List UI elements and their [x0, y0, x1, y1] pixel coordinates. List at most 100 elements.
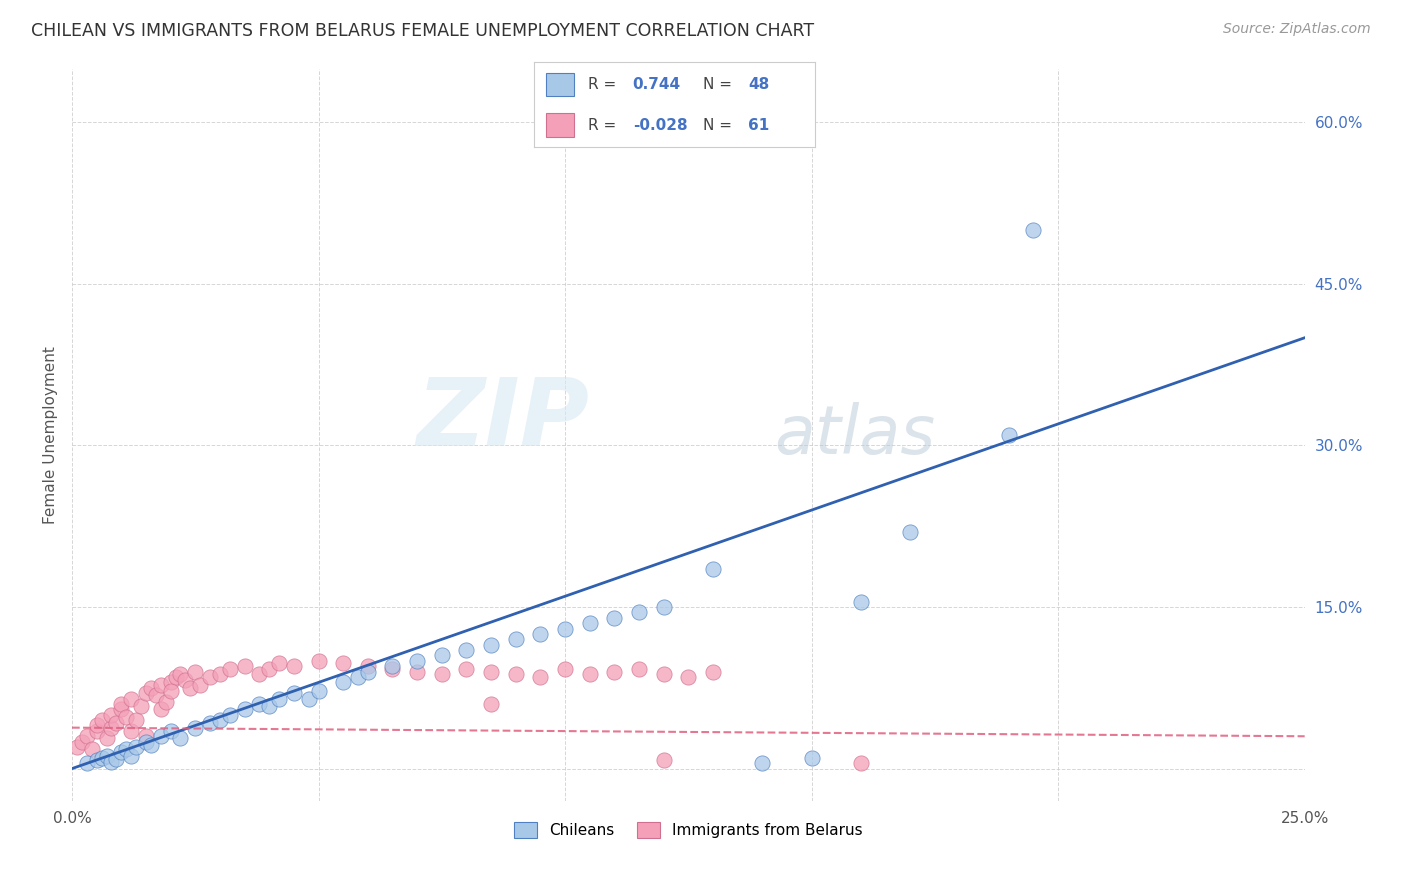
Point: [554, 622, 576, 636]
Text: Source: ZipAtlas.com: Source: ZipAtlas.com: [1223, 22, 1371, 37]
Point: [998, 427, 1021, 442]
Point: [139, 681, 162, 695]
Point: [208, 713, 231, 727]
Point: [269, 691, 291, 706]
Point: [110, 697, 132, 711]
Point: [135, 734, 157, 748]
Point: [174, 673, 197, 688]
Point: [66, 739, 89, 754]
Point: [849, 756, 872, 771]
Point: [406, 654, 429, 668]
Point: [628, 663, 651, 677]
Point: [218, 707, 240, 722]
Point: [139, 738, 162, 752]
Point: [179, 681, 201, 695]
Point: [283, 659, 305, 673]
Point: [135, 729, 157, 743]
Bar: [546, 113, 574, 137]
Point: [430, 648, 453, 663]
Text: R =: R =: [588, 118, 616, 133]
Point: [135, 686, 157, 700]
Point: [628, 606, 651, 620]
Text: 0.744: 0.744: [633, 77, 681, 92]
Point: [652, 753, 675, 767]
Point: [283, 686, 305, 700]
Point: [129, 699, 152, 714]
Point: [456, 663, 478, 677]
Point: [110, 746, 132, 760]
Text: atlas: atlas: [775, 401, 936, 467]
Point: [198, 716, 221, 731]
Point: [159, 675, 181, 690]
Point: [381, 663, 404, 677]
Text: R =: R =: [588, 77, 616, 92]
Point: [120, 748, 142, 763]
Point: [406, 665, 429, 679]
Point: [479, 638, 502, 652]
Point: [76, 756, 98, 771]
Point: [100, 707, 122, 722]
Y-axis label: Female Unemployment: Female Unemployment: [44, 346, 58, 524]
Point: [76, 729, 98, 743]
Point: [578, 666, 600, 681]
Point: [100, 755, 122, 769]
Point: [169, 731, 191, 746]
Point: [652, 666, 675, 681]
Point: [125, 713, 148, 727]
Point: [70, 734, 93, 748]
Point: [125, 739, 148, 754]
Point: [269, 656, 291, 670]
Point: [149, 677, 172, 691]
Point: [505, 632, 527, 647]
Point: [702, 665, 724, 679]
Point: [430, 666, 453, 681]
Point: [347, 670, 370, 684]
Point: [96, 731, 118, 746]
Point: [1022, 223, 1045, 237]
Point: [90, 713, 112, 727]
Point: [479, 697, 502, 711]
Point: [357, 659, 380, 673]
Point: [90, 751, 112, 765]
Point: [100, 721, 122, 735]
Point: [188, 677, 211, 691]
Text: CHILEAN VS IMMIGRANTS FROM BELARUS FEMALE UNEMPLOYMENT CORRELATION CHART: CHILEAN VS IMMIGRANTS FROM BELARUS FEMAL…: [31, 22, 814, 40]
Point: [233, 659, 256, 673]
Point: [165, 670, 187, 684]
Point: [357, 665, 380, 679]
Text: ZIP: ZIP: [416, 374, 589, 466]
Point: [505, 666, 527, 681]
Point: [105, 752, 128, 766]
Point: [247, 666, 270, 681]
Point: [115, 710, 138, 724]
Point: [332, 675, 354, 690]
Point: [678, 670, 700, 684]
Point: [169, 666, 191, 681]
Point: [105, 716, 128, 731]
Point: [529, 627, 551, 641]
Text: N =: N =: [703, 118, 733, 133]
Point: [603, 665, 626, 679]
Point: [603, 611, 626, 625]
Point: [149, 729, 172, 743]
Bar: [546, 72, 574, 96]
Point: [308, 654, 330, 668]
Point: [257, 663, 280, 677]
Point: [145, 689, 167, 703]
Legend: Chileans, Immigrants from Belarus: Chileans, Immigrants from Belarus: [508, 816, 869, 845]
Point: [120, 723, 142, 738]
Point: [184, 721, 207, 735]
Point: [257, 699, 280, 714]
Point: [184, 665, 207, 679]
Point: [155, 695, 177, 709]
Point: [247, 697, 270, 711]
Point: [96, 748, 118, 763]
Point: [198, 670, 221, 684]
Point: [208, 666, 231, 681]
Point: [456, 643, 478, 657]
Text: 61: 61: [748, 118, 769, 133]
Point: [308, 684, 330, 698]
Point: [110, 702, 132, 716]
Text: -0.028: -0.028: [633, 118, 688, 133]
Point: [86, 723, 108, 738]
